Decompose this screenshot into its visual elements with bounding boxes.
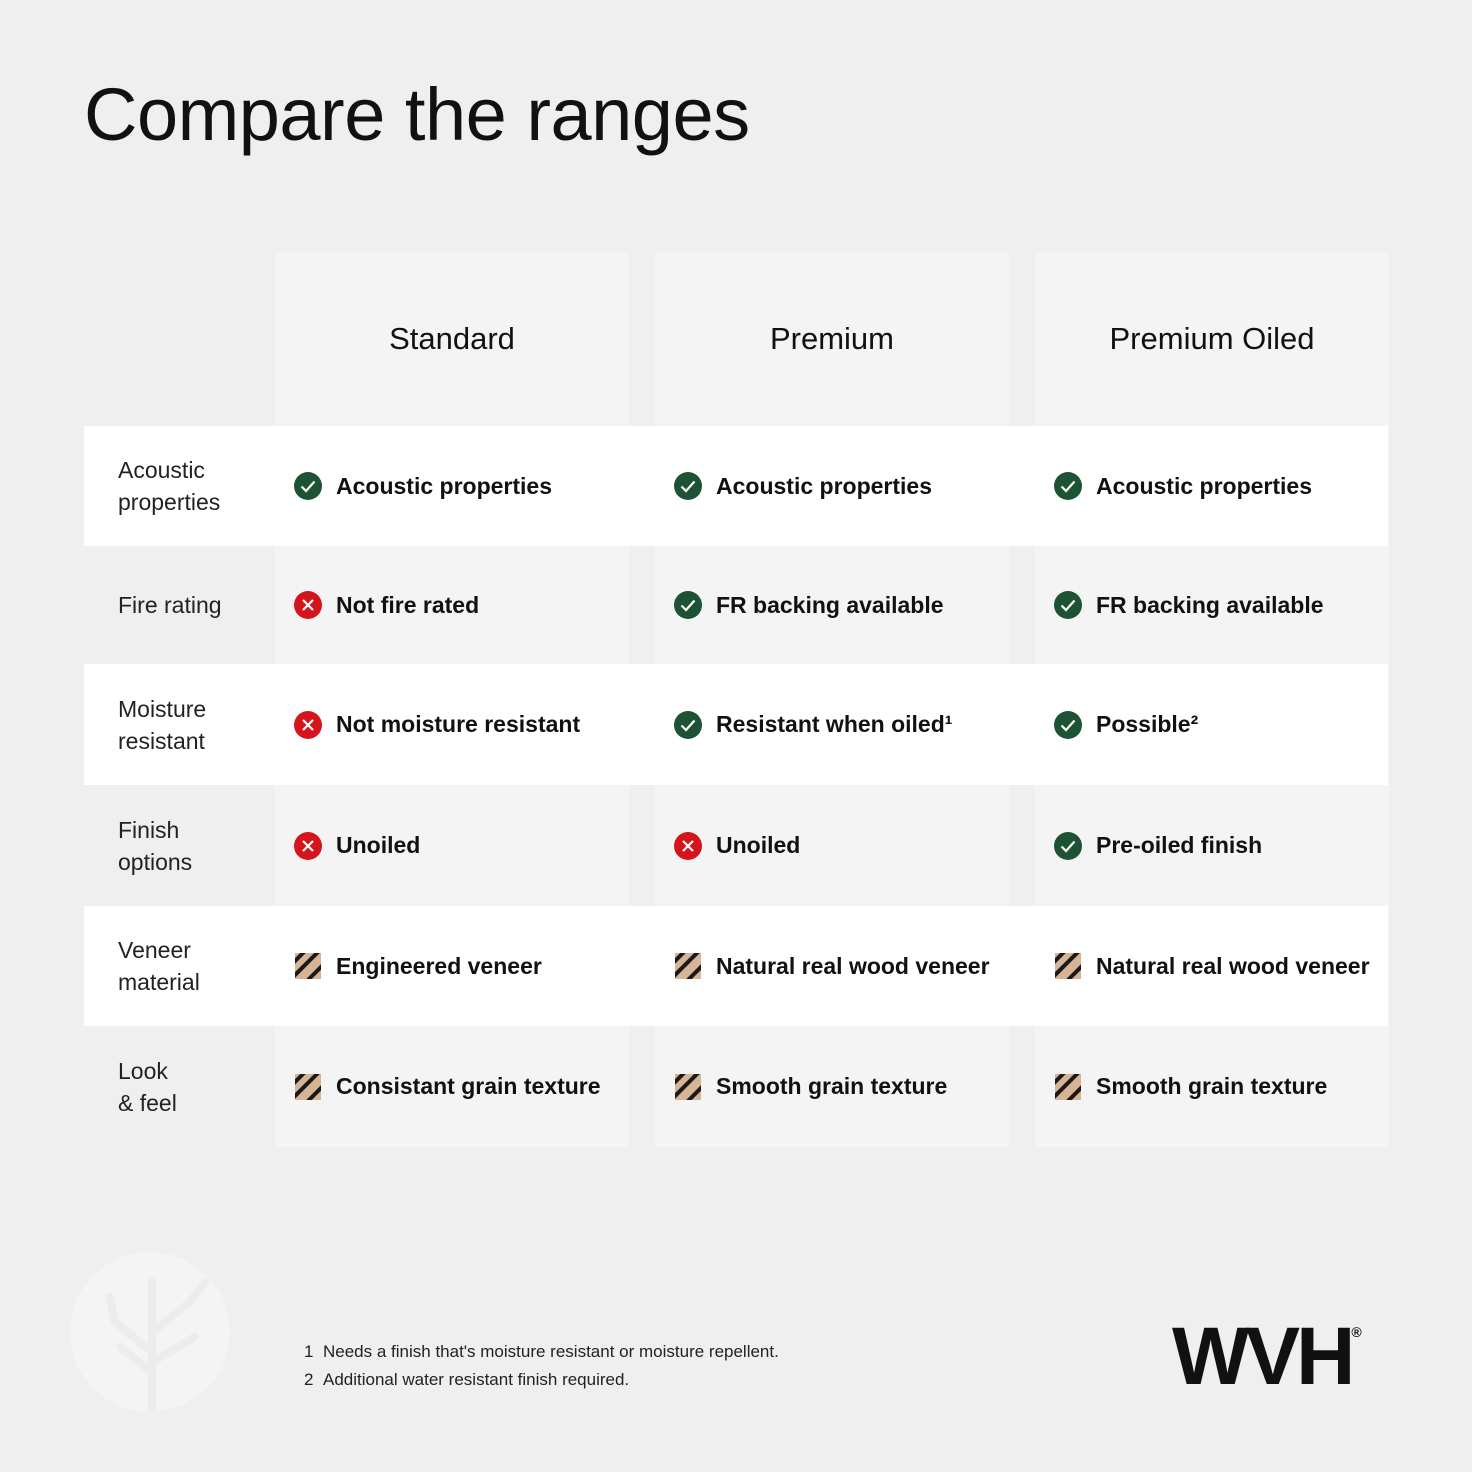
cell-text: Resistant when oiled¹ bbox=[716, 711, 953, 737]
cell-text: Consistant grain texture bbox=[336, 1073, 601, 1099]
check-icon bbox=[1054, 591, 1082, 619]
logo-text: WVH bbox=[1172, 1311, 1355, 1402]
row-label: Moisture resistant bbox=[118, 664, 206, 785]
column-header: Premium Oiled bbox=[1109, 321, 1315, 356]
cell: Smooth grain texture bbox=[674, 1026, 947, 1147]
row-label-line: material bbox=[118, 969, 200, 995]
cell: Not moisture resistant bbox=[294, 664, 580, 785]
cell: Pre-oiled finish bbox=[1054, 785, 1262, 906]
veneer-icon bbox=[1055, 953, 1081, 979]
cell: Acoustic properties bbox=[1054, 426, 1312, 546]
check-icon bbox=[294, 472, 322, 500]
cell-text: Unoiled bbox=[336, 832, 421, 858]
logo-mark: ® bbox=[1351, 1324, 1362, 1340]
row-label-line: Look bbox=[118, 1057, 168, 1084]
veneer-icon bbox=[1055, 1073, 1081, 1100]
row-label-line: Finish bbox=[118, 816, 180, 843]
footnote-text: Additional water resistant finish requir… bbox=[323, 1370, 630, 1389]
cross-icon bbox=[674, 831, 702, 860]
cell-text: Smooth grain texture bbox=[716, 1073, 948, 1099]
cell: FR backing available bbox=[674, 546, 944, 664]
cell: FR backing available bbox=[1054, 546, 1324, 664]
cell: Natural real wood veneer bbox=[674, 906, 990, 1026]
cross-icon bbox=[294, 710, 322, 739]
veneer-icon bbox=[295, 953, 321, 979]
row-label: Acoustic properties bbox=[118, 426, 220, 546]
cell-text: Smooth grain texture bbox=[1096, 1073, 1328, 1099]
cell: Unoiled bbox=[674, 785, 800, 906]
check-icon bbox=[1054, 710, 1082, 739]
cell-text: Not moisture resistant bbox=[336, 711, 581, 737]
check-icon bbox=[1054, 472, 1082, 500]
cell: Consistant grain texture bbox=[294, 1026, 601, 1147]
cross-icon bbox=[294, 591, 322, 619]
footnote-text: Needs a finish that's moisture resistant… bbox=[323, 1342, 779, 1361]
row-label: Look & feel bbox=[118, 1026, 177, 1147]
cell-text: Unoiled bbox=[716, 832, 801, 858]
row-label-line: Fire rating bbox=[118, 592, 222, 618]
row-label-line: & feel bbox=[118, 1089, 177, 1116]
cell: Engineered veneer bbox=[294, 906, 542, 1026]
row-label-line: resistant bbox=[118, 727, 205, 754]
row-label-line: properties bbox=[118, 489, 221, 515]
check-icon bbox=[674, 710, 702, 739]
column-header: Premium bbox=[769, 321, 894, 356]
cell-text: Engineered veneer bbox=[336, 952, 542, 979]
row-label-line: options bbox=[118, 848, 193, 875]
row-label: Finish options bbox=[118, 785, 192, 906]
cell-text: Acoustic properties bbox=[1096, 472, 1312, 499]
cell: Unoiled bbox=[294, 785, 420, 906]
cell: Possible² bbox=[1054, 664, 1198, 785]
cell: Not fire rated bbox=[294, 546, 479, 664]
cell-text: Acoustic properties bbox=[336, 472, 552, 499]
footnote-number: 2 bbox=[304, 1370, 314, 1389]
footnote: 1 Needs a finish that's moisture resistan… bbox=[304, 1342, 779, 1362]
cell: Natural real wood veneer bbox=[1054, 906, 1370, 1026]
veneer-icon bbox=[675, 1073, 701, 1100]
row-label-line: Moisture bbox=[118, 695, 207, 722]
row-label-line: Veneer bbox=[118, 937, 191, 963]
cell-text: Pre-oiled finish bbox=[1096, 832, 1263, 858]
footnote-number: 1 bbox=[304, 1342, 314, 1361]
title: Compare the ranges bbox=[84, 73, 750, 156]
cell-text: Natural real wood veneer bbox=[1096, 952, 1370, 979]
check-icon bbox=[1054, 831, 1082, 860]
cross-icon bbox=[294, 831, 322, 860]
logo: WVH® bbox=[1172, 1310, 1362, 1404]
cell-text: Acoustic properties bbox=[716, 472, 932, 499]
cell: Resistant when oiled¹ bbox=[674, 664, 952, 785]
tree-badge bbox=[70, 1252, 230, 1412]
cell-text: FR backing available bbox=[716, 591, 944, 618]
cell: Smooth grain texture bbox=[1054, 1026, 1327, 1147]
check-icon bbox=[674, 591, 702, 619]
cell-text: Natural real wood veneer bbox=[716, 952, 990, 979]
cell-text: Possible² bbox=[1096, 711, 1199, 737]
cell: Acoustic properties bbox=[294, 426, 552, 546]
footnote: 2 Additional water resistant finish requi… bbox=[304, 1370, 629, 1390]
row-label: Veneer material bbox=[118, 906, 200, 1026]
column-header: Standard bbox=[389, 321, 515, 356]
veneer-icon bbox=[295, 1073, 321, 1100]
cell-text: Not fire rated bbox=[336, 591, 480, 618]
check-icon bbox=[674, 472, 702, 500]
row-label-line: Acoustic bbox=[118, 457, 205, 483]
row-label: Fire rating bbox=[118, 546, 222, 664]
cell: Acoustic properties bbox=[674, 426, 932, 546]
cell-text: FR backing available bbox=[1096, 591, 1324, 618]
veneer-icon bbox=[675, 953, 701, 979]
